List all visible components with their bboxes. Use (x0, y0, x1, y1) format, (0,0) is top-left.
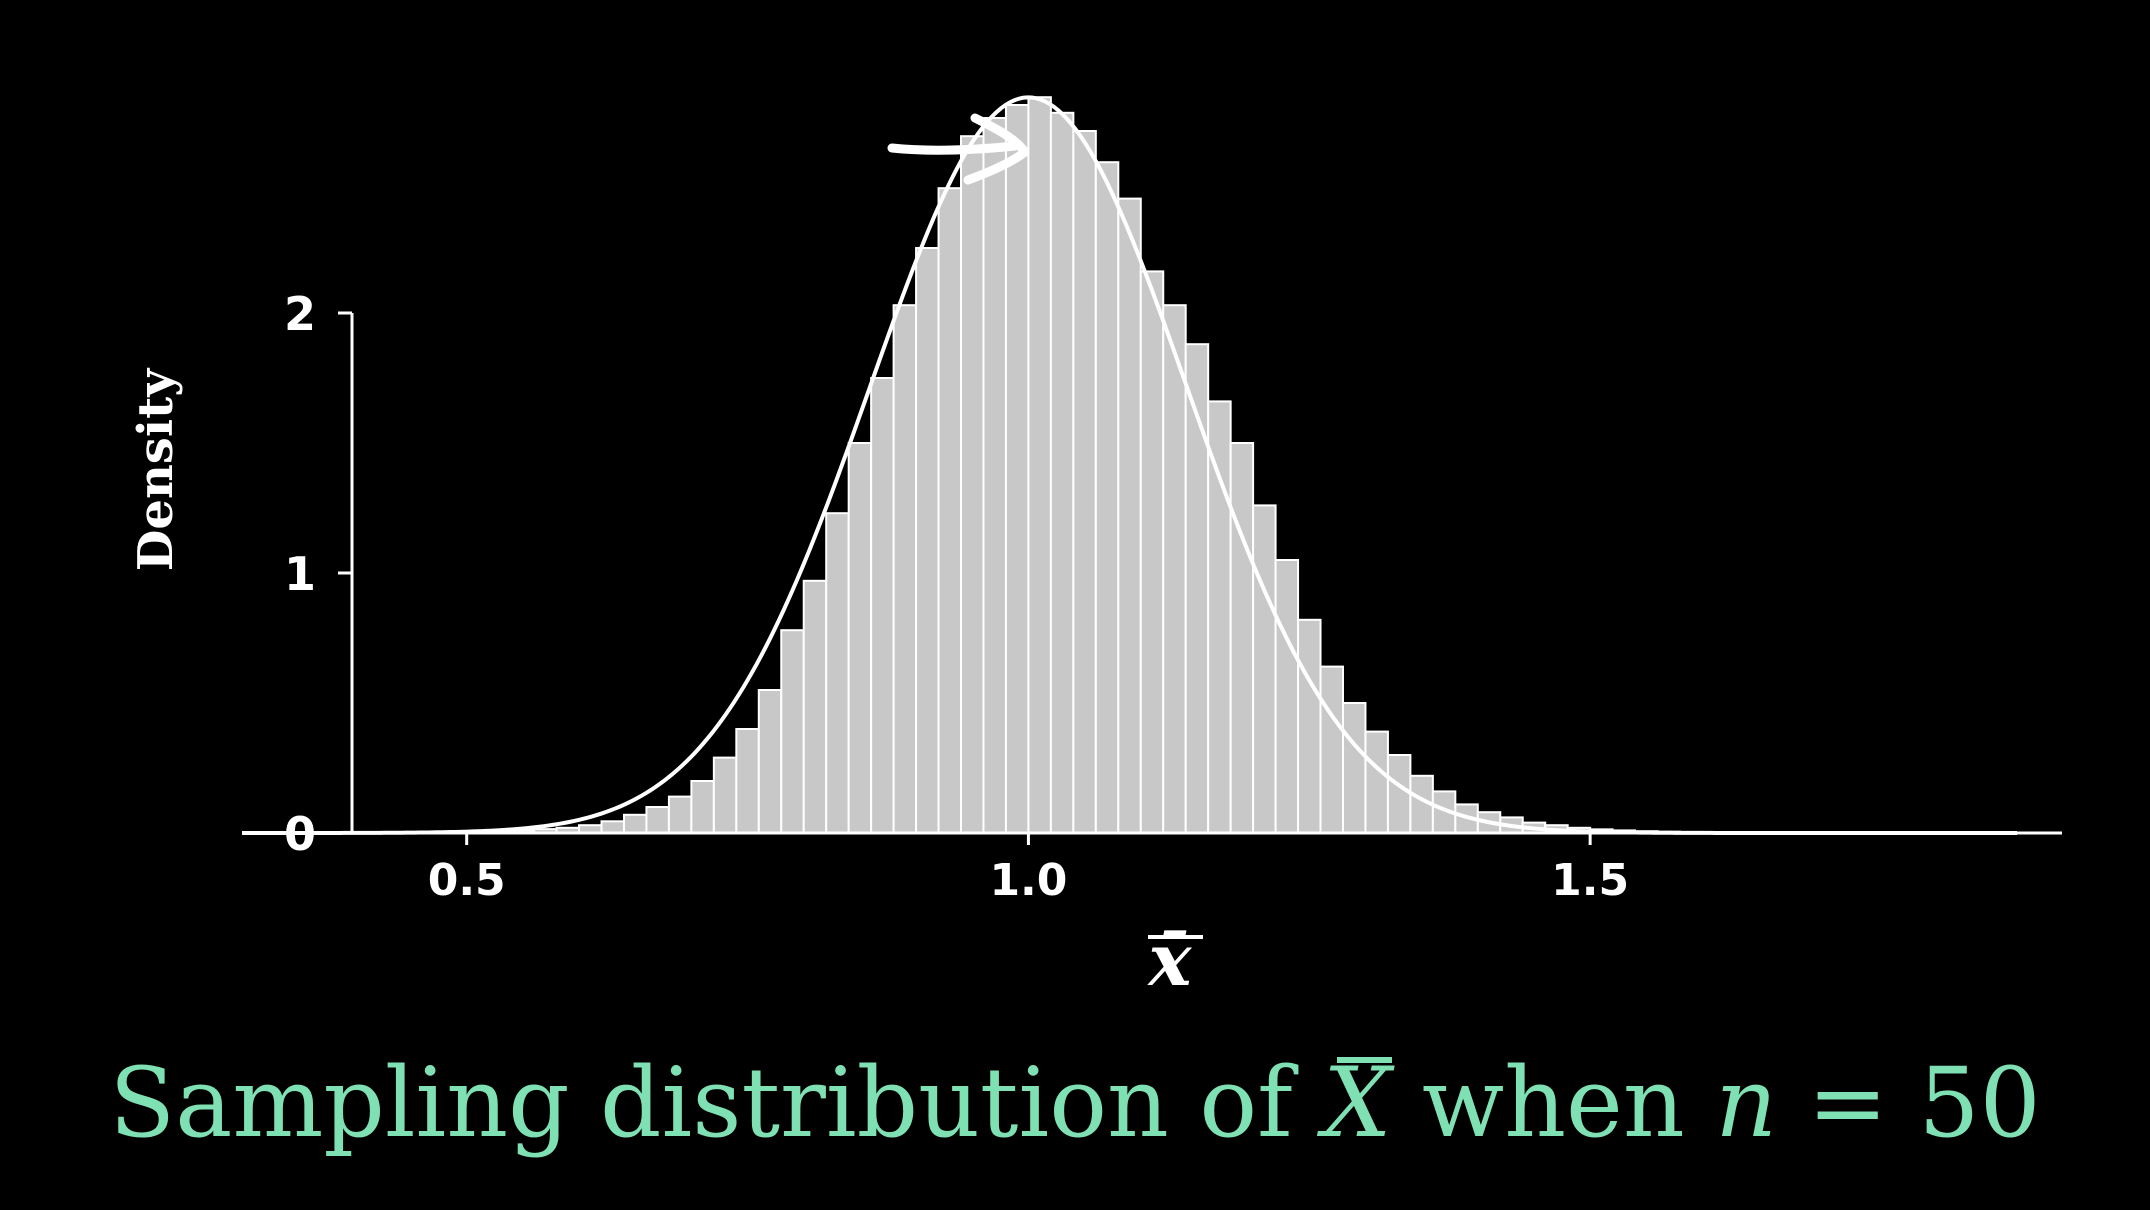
histogram-bar (1297, 618, 1322, 834)
y-tick-label: 0 (284, 807, 316, 861)
histogram-bar (1341, 702, 1367, 834)
arrow-annotation-icon (887, 113, 1030, 185)
histogram-bar (1094, 161, 1120, 834)
histogram-bar (915, 247, 940, 834)
caption-variable: n (1715, 1047, 1778, 1159)
histogram-bar (622, 813, 648, 834)
y-axis-ticks: 0 1 2 (284, 287, 352, 861)
histogram-bar (870, 377, 895, 834)
y-axis-label: Density (128, 367, 184, 571)
histogram-bar (1117, 197, 1142, 835)
histogram-bar (1049, 111, 1075, 835)
x-axis-ticks: 0.5 1.0 1.5 (428, 833, 1629, 906)
histogram-bar (1274, 559, 1300, 834)
histogram-bar (735, 728, 760, 834)
x-tick-label: 0.5 (428, 855, 506, 906)
histogram-bar (1027, 96, 1052, 834)
histogram-bar (1207, 400, 1232, 834)
histogram-bar (1386, 754, 1412, 834)
caption-middle: when (1391, 1047, 1716, 1159)
chart-caption: Sampling distribution of X when n = 50 (0, 1055, 2150, 1151)
histogram-bar (780, 629, 805, 835)
histogram-bar (757, 689, 783, 834)
y-tick-label: 2 (284, 287, 316, 341)
histogram-bar (960, 135, 985, 834)
histogram-bar (982, 117, 1007, 834)
histogram-bar (667, 795, 693, 834)
histogram-bar (825, 512, 850, 834)
histogram-bar (1364, 730, 1389, 834)
histogram-bar (600, 820, 625, 834)
histogram-bar (712, 756, 738, 834)
histogram-bar (1319, 665, 1344, 834)
caption-equals: = (1777, 1047, 1919, 1159)
histogram-bar (690, 780, 715, 834)
histogram-bar (892, 304, 918, 834)
caption-xbar-symbol: X (1323, 1047, 1392, 1159)
histogram-bar (645, 806, 670, 834)
caption-value: 50 (1918, 1047, 2041, 1159)
x-axis-label: x̄ (1147, 917, 1193, 1002)
histogram-bar (1229, 442, 1255, 834)
histogram-bar (802, 579, 828, 834)
caption-prefix: Sampling distribution of (109, 1047, 1324, 1159)
histogram-bar (1072, 130, 1097, 834)
x-tick-label: 1.5 (1551, 855, 1629, 906)
histogram-bar (937, 187, 963, 834)
histogram-bar (1162, 304, 1187, 834)
histogram-bar (847, 442, 873, 834)
x-tick-label: 1.0 (989, 855, 1067, 906)
histogram-bar (1139, 270, 1165, 834)
histogram-bar (1004, 104, 1030, 834)
y-tick-label: 1 (284, 547, 316, 601)
histogram-bar (1252, 504, 1277, 834)
